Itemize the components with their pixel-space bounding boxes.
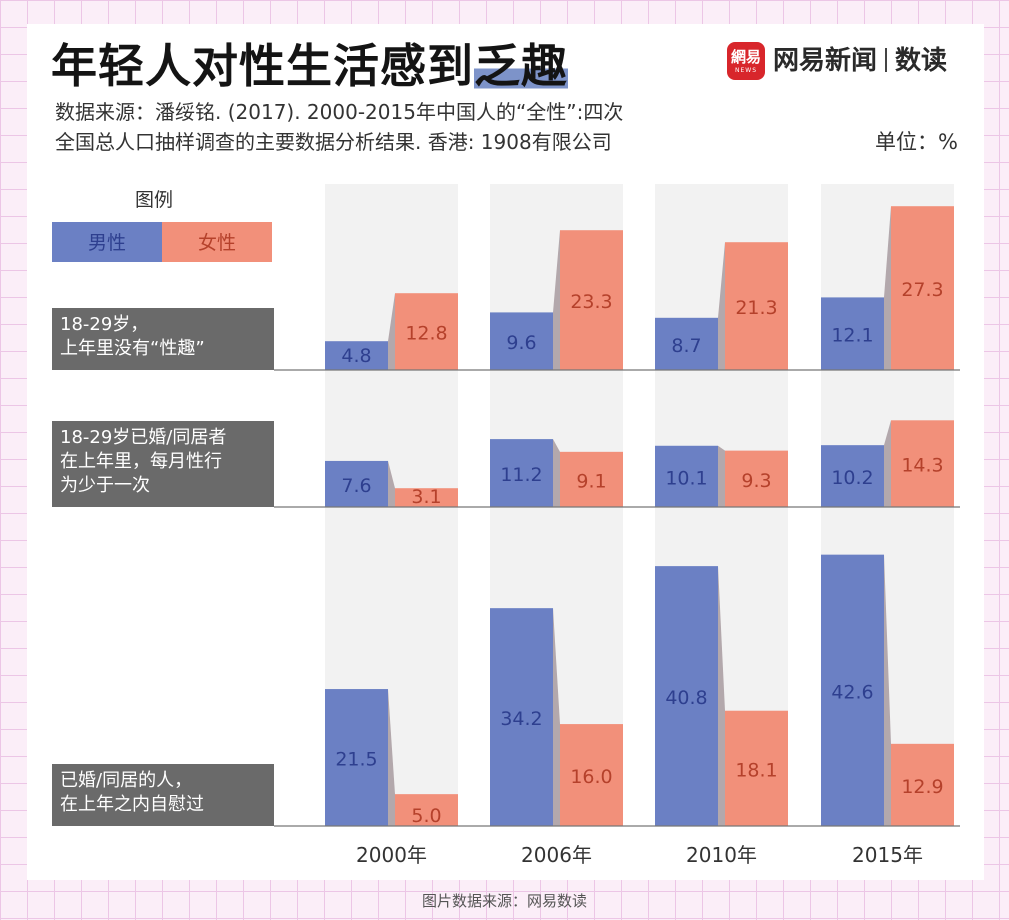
x-tick-label-3: 2015年 — [852, 843, 923, 867]
bar-female-1-0 — [395, 488, 458, 507]
bar-male-2-1 — [490, 608, 553, 826]
value-label-female-1-3: 14.3 — [901, 455, 943, 477]
bar-female-2-0 — [395, 794, 458, 826]
bar-female-1-3 — [891, 420, 954, 507]
value-label-male-0-2: 8.7 — [671, 335, 701, 357]
netease-logo: 網易 NEWS — [727, 42, 765, 80]
value-label-male-2-2: 40.8 — [665, 687, 707, 709]
connector-2-1 — [553, 608, 560, 826]
x-tick-label-0: 2000年 — [356, 843, 427, 867]
value-label-female-2-1: 16.0 — [570, 766, 612, 788]
title-highlight: 乏趣 — [474, 39, 568, 93]
infographic-card: 年轻人对性生活感到乏趣 網易 NEWS 网易新闻 数读 数据来源：潘绥铭. (20… — [27, 24, 984, 880]
value-label-female-1-2: 9.3 — [741, 470, 771, 492]
bar-male-2-0 — [325, 689, 388, 826]
panel-label-line-1-0: 18-29岁已婚/同居者 — [60, 427, 226, 448]
bar-female-0-3 — [891, 206, 954, 370]
connector-0-0 — [388, 293, 395, 370]
bar-male-2-2 — [655, 566, 718, 826]
value-label-female-2-2: 18.1 — [735, 759, 777, 781]
bar-female-0-1 — [560, 230, 623, 370]
value-label-female-0-2: 21.3 — [735, 297, 777, 319]
bar-male-2-3 — [821, 554, 884, 826]
bar-female-2-3 — [891, 743, 954, 826]
brand-name: 网易新闻 — [773, 46, 878, 76]
x-tick-label-1: 2006年 — [521, 843, 592, 867]
connector-1-1 — [553, 439, 560, 507]
logo-badge-text: 網易 — [730, 48, 761, 66]
bar-male-1-1 — [490, 439, 553, 507]
value-label-female-0-1: 23.3 — [570, 291, 612, 313]
connector-2-2 — [718, 566, 725, 826]
panel-label-line-2-0: 已婚/同居的人， — [60, 770, 192, 791]
bar-female-1-2 — [725, 450, 788, 507]
bar-male-1-2 — [655, 445, 718, 507]
brand: 网易新闻 数读 — [773, 42, 947, 80]
title-main: 年轻人对性生活感到 — [51, 39, 474, 93]
connector-1-3 — [884, 420, 891, 507]
bar-male-0-1 — [490, 312, 553, 370]
legend-swatch-female — [162, 222, 272, 262]
bar-male-0-2 — [655, 317, 718, 370]
value-label-male-1-2: 10.1 — [665, 467, 707, 489]
brand-separator — [885, 48, 888, 72]
bar-female-2-1 — [560, 724, 623, 826]
bar-male-0-3 — [821, 297, 884, 370]
value-label-male-0-3: 12.1 — [831, 325, 873, 347]
connector-0-2 — [718, 242, 725, 370]
bar-female-1-1 — [560, 451, 623, 507]
panel-label-box-2 — [52, 764, 274, 826]
logo-badge-sub: NEWS — [734, 67, 758, 74]
value-label-female-2-3: 12.9 — [901, 776, 943, 798]
bar-female-0-2 — [725, 242, 788, 370]
bar-male-1-3 — [821, 445, 884, 507]
connector-2-0 — [388, 689, 395, 826]
panel-label-line-1-2: 为少于一次 — [60, 475, 150, 496]
x-tick-label-2: 2010年 — [686, 843, 757, 867]
panel-label-line-2-1: 在上年之内自慰过 — [60, 794, 204, 815]
unit-label: 单位：% — [875, 130, 958, 154]
value-label-female-0-3: 27.3 — [901, 279, 943, 301]
value-label-male-0-1: 9.6 — [506, 332, 536, 354]
legend-label-male: 男性 — [88, 232, 126, 254]
value-label-male-2-0: 21.5 — [335, 749, 377, 771]
bar-female-2-2 — [725, 710, 788, 826]
value-label-female-1-0: 3.1 — [411, 486, 441, 508]
value-label-male-2-3: 42.6 — [831, 681, 873, 703]
source-line-1: 数据来源：潘绥铭. (2017). 2000-2015年中国人的“全性”:四次 — [55, 100, 624, 124]
legend-label-female: 女性 — [198, 232, 236, 254]
legend-title: 图例 — [135, 189, 173, 211]
bar-male-1-0 — [325, 460, 388, 507]
panel-label-line-0-0: 18-29岁， — [60, 314, 148, 335]
value-label-female-0-0: 12.8 — [405, 323, 447, 345]
value-label-male-2-1: 34.2 — [500, 708, 542, 730]
value-label-male-1-1: 11.2 — [500, 464, 542, 486]
page-title: 年轻人对性生活感到乏趣 — [51, 30, 568, 96]
value-label-female-1-1: 9.1 — [576, 470, 606, 492]
connector-1-0 — [388, 460, 395, 507]
value-label-male-1-0: 7.6 — [341, 475, 371, 497]
panel-label-line-1-1: 在上年里，每月性行 — [60, 451, 222, 472]
footer-credit: 图片数据来源：网易数读 — [421, 892, 587, 910]
panel-label-box-1 — [52, 421, 274, 507]
value-label-male-1-3: 10.2 — [831, 467, 873, 489]
bar-male-0-0 — [325, 341, 388, 370]
source-line-2: 全国总人口抽样调查的主要数据分析结果. 香港: 1908有限公司 — [55, 130, 612, 154]
bar-female-0-0 — [395, 293, 458, 370]
connector-0-3 — [884, 206, 891, 370]
value-label-male-0-0: 4.8 — [341, 345, 371, 367]
connector-1-2 — [718, 445, 725, 507]
connector-0-1 — [553, 230, 560, 370]
panel-label-line-0-1: 上年里没有“性趣” — [60, 338, 205, 359]
panel-label-box-0 — [52, 308, 274, 370]
connector-2-3 — [884, 554, 891, 826]
legend-swatch-male — [52, 222, 162, 262]
brand-sub: 数读 — [895, 46, 948, 76]
value-label-female-2-0: 5.0 — [411, 805, 441, 827]
